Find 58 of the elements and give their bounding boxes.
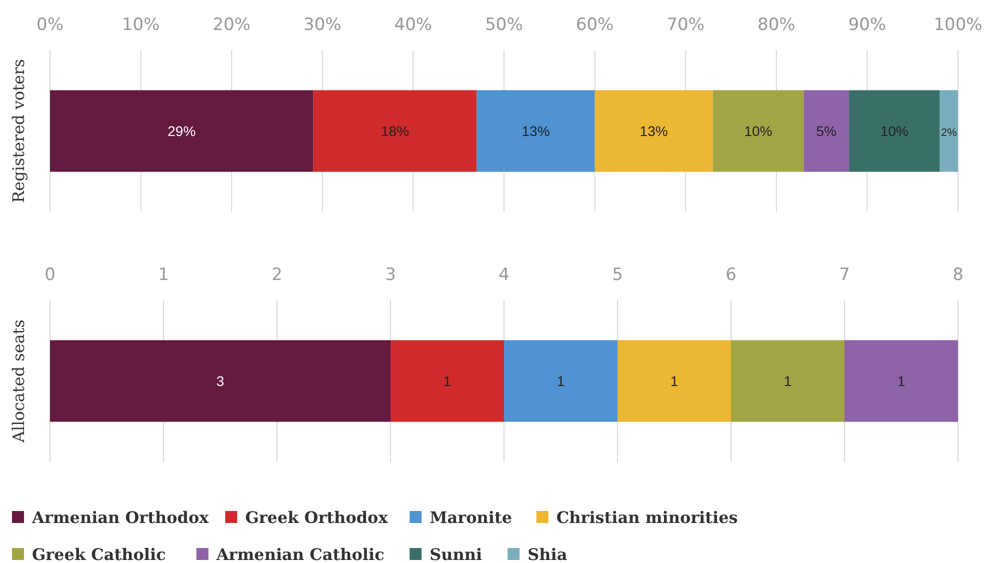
legend-label: Christian minorities — [556, 508, 738, 527]
data-label: 10% — [880, 123, 908, 139]
bar — [50, 90, 314, 172]
legend-label: Greek Catholic — [32, 545, 166, 563]
x-tick-label: 0% — [36, 15, 64, 35]
legend-label: Maronite — [430, 508, 512, 527]
x-tick-label: 10% — [122, 15, 160, 35]
bar — [712, 90, 804, 172]
bar — [844, 340, 958, 422]
bar — [731, 340, 844, 422]
x-tick-label: 50% — [485, 15, 523, 35]
data-label: 5% — [816, 123, 836, 139]
x-tick-label: 90% — [848, 15, 886, 35]
data-label: 1 — [443, 373, 452, 389]
x-tick-label: 30% — [304, 15, 342, 35]
bar — [476, 90, 595, 172]
bar — [849, 90, 940, 172]
data-label: 3 — [216, 373, 224, 389]
data-label: 29% — [168, 123, 196, 139]
x-tick-label: 7 — [839, 265, 850, 285]
x-tick-label: 100% — [934, 15, 982, 35]
legend-label: Greek Orthodox — [245, 508, 388, 527]
x-tick-label: 2 — [272, 265, 282, 285]
bar — [313, 90, 477, 172]
data-label: 1 — [784, 373, 792, 389]
x-tick-label: 1 — [158, 265, 169, 285]
legend-label: Armenian Orthodox — [31, 508, 210, 527]
bar — [594, 90, 713, 172]
data-label: 10% — [744, 123, 772, 139]
x-tick-label: 4 — [498, 265, 510, 285]
x-tick-label: 20% — [212, 15, 250, 35]
legend-label: Shia — [528, 545, 568, 563]
x-tick-label: 0 — [44, 265, 56, 285]
bar — [618, 340, 731, 422]
bar — [50, 340, 390, 422]
bar — [940, 90, 958, 172]
data-label: 1 — [897, 373, 906, 389]
bar — [504, 340, 618, 422]
y-axis-title: Allocated seats — [9, 319, 28, 444]
x-tick-label: 70% — [666, 15, 704, 35]
data-label: 2% — [940, 127, 958, 139]
bar — [390, 340, 504, 422]
data-label: 18% — [381, 123, 410, 139]
data-label: 1 — [556, 373, 565, 389]
data-label: 13% — [522, 123, 550, 139]
data-label: 1 — [670, 373, 678, 389]
x-tick-label: 6 — [726, 265, 736, 285]
legend-label: Sunni — [430, 545, 482, 563]
x-tick-label: 8 — [952, 265, 964, 285]
x-tick-label: 80% — [758, 15, 796, 35]
legend-label: Armenian Catholic — [215, 545, 385, 563]
bar — [804, 90, 850, 172]
data-label: 13% — [640, 123, 668, 139]
x-tick-label: 5 — [612, 265, 623, 285]
y-axis-title: Registered voters — [9, 59, 28, 203]
x-tick-label: 40% — [394, 15, 432, 35]
x-tick-label: 3 — [385, 265, 396, 285]
x-tick-label: 60% — [576, 15, 614, 35]
